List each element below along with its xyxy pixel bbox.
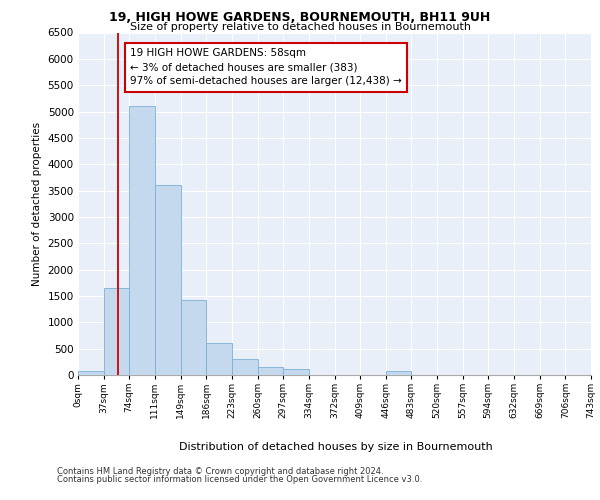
Bar [257,367,283,375]
Bar [206,343,232,375]
Bar [283,369,308,375]
Bar [181,300,206,375]
Text: Size of property relative to detached houses in Bournemouth: Size of property relative to detached ho… [130,22,470,32]
Text: Contains public sector information licensed under the Open Government Licence v3: Contains public sector information licen… [57,475,422,484]
Text: 19 HIGH HOWE GARDENS: 58sqm
← 3% of detached houses are smaller (383)
97% of sem: 19 HIGH HOWE GARDENS: 58sqm ← 3% of deta… [130,48,401,86]
Bar [232,358,257,375]
Text: Contains HM Land Registry data © Crown copyright and database right 2024.: Contains HM Land Registry data © Crown c… [57,467,383,476]
Bar [129,106,155,375]
Bar [386,371,412,375]
Text: Distribution of detached houses by size in Bournemouth: Distribution of detached houses by size … [179,442,493,452]
Y-axis label: Number of detached properties: Number of detached properties [32,122,42,286]
Bar [104,288,129,375]
Text: 19, HIGH HOWE GARDENS, BOURNEMOUTH, BH11 9UH: 19, HIGH HOWE GARDENS, BOURNEMOUTH, BH11… [109,11,491,24]
Bar [78,371,104,375]
Bar [155,186,181,375]
